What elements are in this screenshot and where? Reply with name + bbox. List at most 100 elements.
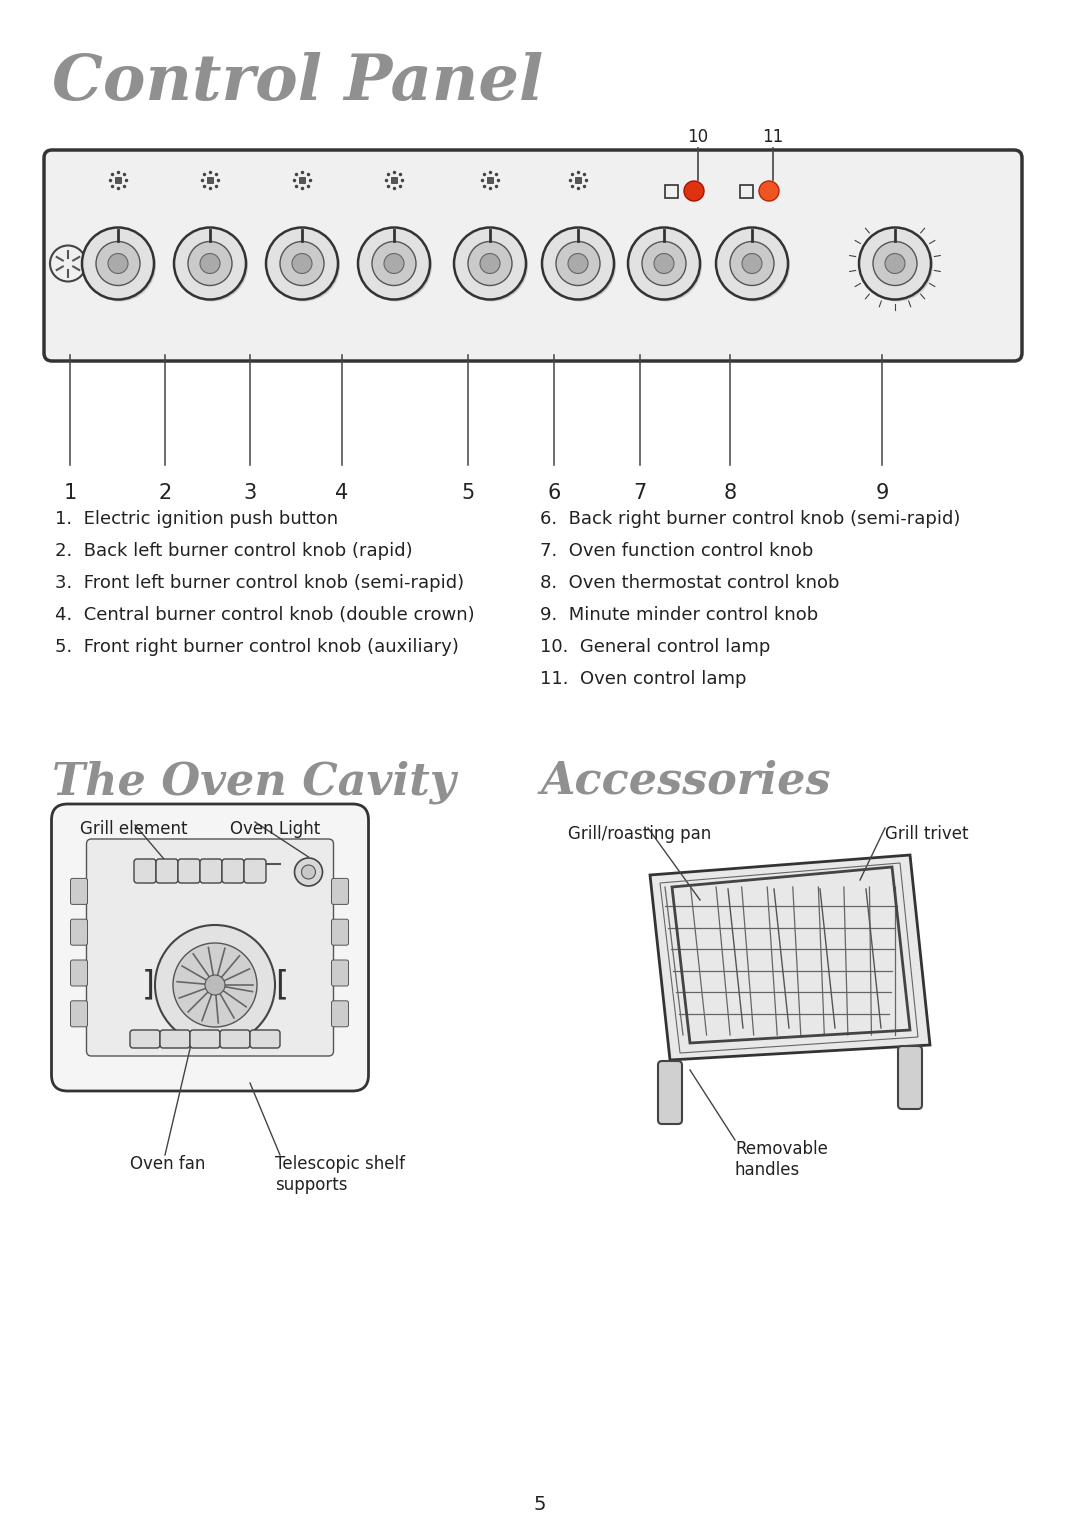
Text: 5: 5 [534, 1494, 546, 1514]
Circle shape [301, 865, 315, 879]
FancyBboxPatch shape [190, 1030, 220, 1048]
Text: Removable
handles: Removable handles [735, 1140, 828, 1178]
FancyBboxPatch shape [156, 859, 178, 883]
FancyBboxPatch shape [44, 150, 1022, 361]
Text: Accessories: Accessories [540, 759, 831, 804]
Text: 1: 1 [64, 483, 77, 503]
Circle shape [174, 228, 246, 299]
Text: 2: 2 [159, 483, 172, 503]
Circle shape [568, 254, 588, 274]
Circle shape [859, 228, 931, 299]
Text: 2.  Back left burner control knob (rapid): 2. Back left burner control knob (rapid) [55, 542, 413, 559]
Circle shape [266, 228, 338, 299]
Text: 11: 11 [762, 128, 784, 147]
Polygon shape [650, 856, 930, 1060]
Circle shape [542, 228, 615, 299]
Circle shape [357, 228, 430, 299]
FancyBboxPatch shape [52, 804, 368, 1091]
FancyBboxPatch shape [134, 859, 156, 883]
Circle shape [173, 943, 257, 1027]
Circle shape [188, 241, 232, 286]
FancyBboxPatch shape [220, 1030, 249, 1048]
Circle shape [82, 228, 154, 299]
Circle shape [205, 975, 225, 995]
FancyBboxPatch shape [249, 1030, 280, 1048]
Circle shape [861, 229, 933, 301]
Circle shape [873, 241, 917, 286]
Text: Grill trivet: Grill trivet [885, 825, 969, 843]
Text: 4.  Central burner control knob (double crown): 4. Central burner control knob (double c… [55, 607, 474, 623]
FancyBboxPatch shape [70, 1001, 87, 1027]
Circle shape [730, 241, 774, 286]
Circle shape [280, 241, 324, 286]
FancyBboxPatch shape [222, 859, 244, 883]
Text: 5: 5 [461, 483, 474, 503]
Text: Oven Light: Oven Light [230, 821, 321, 837]
Circle shape [292, 254, 312, 274]
FancyBboxPatch shape [658, 1060, 681, 1125]
Text: 9: 9 [875, 483, 889, 503]
Circle shape [84, 229, 156, 301]
Circle shape [108, 254, 129, 274]
Text: 7.  Oven function control knob: 7. Oven function control knob [540, 542, 813, 559]
Circle shape [480, 254, 500, 274]
Circle shape [684, 180, 704, 202]
FancyBboxPatch shape [130, 1030, 160, 1048]
FancyBboxPatch shape [332, 1001, 349, 1027]
Circle shape [200, 254, 220, 274]
FancyBboxPatch shape [897, 1047, 922, 1109]
Text: 10.  General control lamp: 10. General control lamp [540, 639, 770, 656]
Text: [: [ [275, 969, 288, 1001]
Circle shape [630, 229, 702, 301]
Circle shape [885, 254, 905, 274]
Circle shape [544, 229, 616, 301]
Circle shape [718, 229, 789, 301]
Circle shape [384, 254, 404, 274]
Circle shape [176, 229, 248, 301]
Text: 6.  Back right burner control knob (semi-rapid): 6. Back right burner control knob (semi-… [540, 510, 960, 529]
Text: The Oven Cavity: The Oven Cavity [52, 759, 456, 804]
Text: 8: 8 [724, 483, 737, 503]
FancyBboxPatch shape [244, 859, 266, 883]
Text: Control Panel: Control Panel [52, 52, 543, 113]
Text: 11.  Oven control lamp: 11. Oven control lamp [540, 669, 746, 688]
Circle shape [372, 241, 416, 286]
Circle shape [454, 228, 526, 299]
Text: 7: 7 [633, 483, 647, 503]
FancyBboxPatch shape [70, 920, 87, 946]
FancyBboxPatch shape [70, 879, 87, 905]
FancyBboxPatch shape [70, 960, 87, 986]
Circle shape [468, 241, 512, 286]
Bar [740, 185, 753, 197]
Text: Telescopic shelf
supports: Telescopic shelf supports [275, 1155, 405, 1193]
Circle shape [654, 254, 674, 274]
Circle shape [360, 229, 432, 301]
FancyBboxPatch shape [160, 1030, 190, 1048]
Text: Grill element: Grill element [80, 821, 188, 837]
FancyBboxPatch shape [332, 879, 349, 905]
Text: 3.  Front left burner control knob (semi-rapid): 3. Front left burner control knob (semi-… [55, 575, 464, 591]
Text: 1.  Electric ignition push button: 1. Electric ignition push button [55, 510, 338, 529]
FancyBboxPatch shape [86, 839, 334, 1056]
Circle shape [759, 180, 779, 202]
Circle shape [156, 924, 275, 1045]
Text: Grill/roasting pan: Grill/roasting pan [568, 825, 712, 843]
Circle shape [556, 241, 600, 286]
Circle shape [642, 241, 686, 286]
Text: 3: 3 [243, 483, 257, 503]
FancyBboxPatch shape [332, 920, 349, 946]
Circle shape [456, 229, 528, 301]
Circle shape [627, 228, 700, 299]
Text: 4: 4 [336, 483, 349, 503]
Text: 6: 6 [548, 483, 561, 503]
Text: 5.  Front right burner control knob (auxiliary): 5. Front right burner control knob (auxi… [55, 639, 459, 656]
Text: 9.  Minute minder control knob: 9. Minute minder control knob [540, 607, 819, 623]
Text: ]: ] [141, 969, 154, 1001]
Circle shape [716, 228, 788, 299]
FancyBboxPatch shape [200, 859, 222, 883]
Bar [665, 185, 678, 197]
Circle shape [268, 229, 340, 301]
Text: 8.  Oven thermostat control knob: 8. Oven thermostat control knob [540, 575, 839, 591]
Circle shape [96, 241, 140, 286]
Text: 10: 10 [688, 128, 708, 147]
